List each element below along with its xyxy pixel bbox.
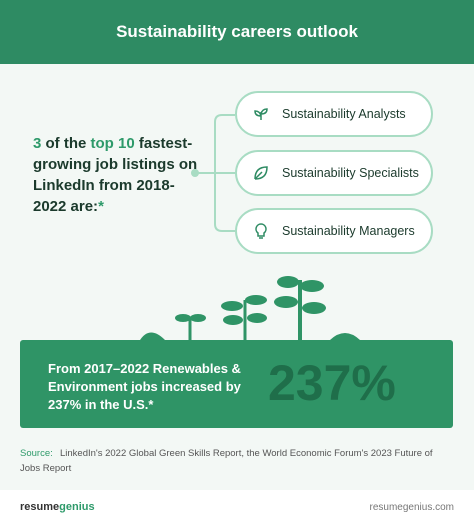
job-title: Sustainability Managers <box>282 224 415 238</box>
intro-highlight: top 10 <box>90 135 135 152</box>
header-title: Sustainability careers outlook <box>0 0 474 64</box>
brand: resumegenius <box>20 501 95 513</box>
job-pill: Sustainability Managers <box>235 208 433 254</box>
brand-part: genius <box>59 501 95 513</box>
footer-url: resumegenius.com <box>369 502 454 513</box>
icon <box>254 166 268 180</box>
icon <box>254 108 268 120</box>
source-label: Source: <box>20 448 53 459</box>
brand-part: resume <box>20 501 60 513</box>
stat-box: From 2017–2022 Renewables & Environment … <box>20 340 453 428</box>
icon <box>255 223 267 239</box>
job-title: Sustainability Analysts <box>282 107 406 121</box>
intro-text: fastest-growing job listings on LinkedIn… <box>33 135 198 215</box>
intro-count: 3 <box>33 135 42 152</box>
job-pill: Sustainability Analysts <box>235 91 433 137</box>
intro-text: 3 of the top 10 fastest-growing job list… <box>33 133 203 217</box>
intro-text: of the <box>41 135 91 152</box>
job-title: Sustainability Specialists <box>282 166 419 180</box>
source-text: LinkedIn's 2022 Global Green Skills Repo… <box>20 448 433 474</box>
job-pill: Sustainability Specialists <box>235 150 433 196</box>
stat-text: From 2017–2022 Renewables & Environment … <box>48 361 241 412</box>
stat-figure: 237% <box>268 355 396 411</box>
source: Source: LinkedIn's 2022 Global Green Skil… <box>20 446 440 476</box>
footer: resumegenius resumegenius.com <box>0 490 474 523</box>
footnote-mark: * <box>98 198 104 215</box>
